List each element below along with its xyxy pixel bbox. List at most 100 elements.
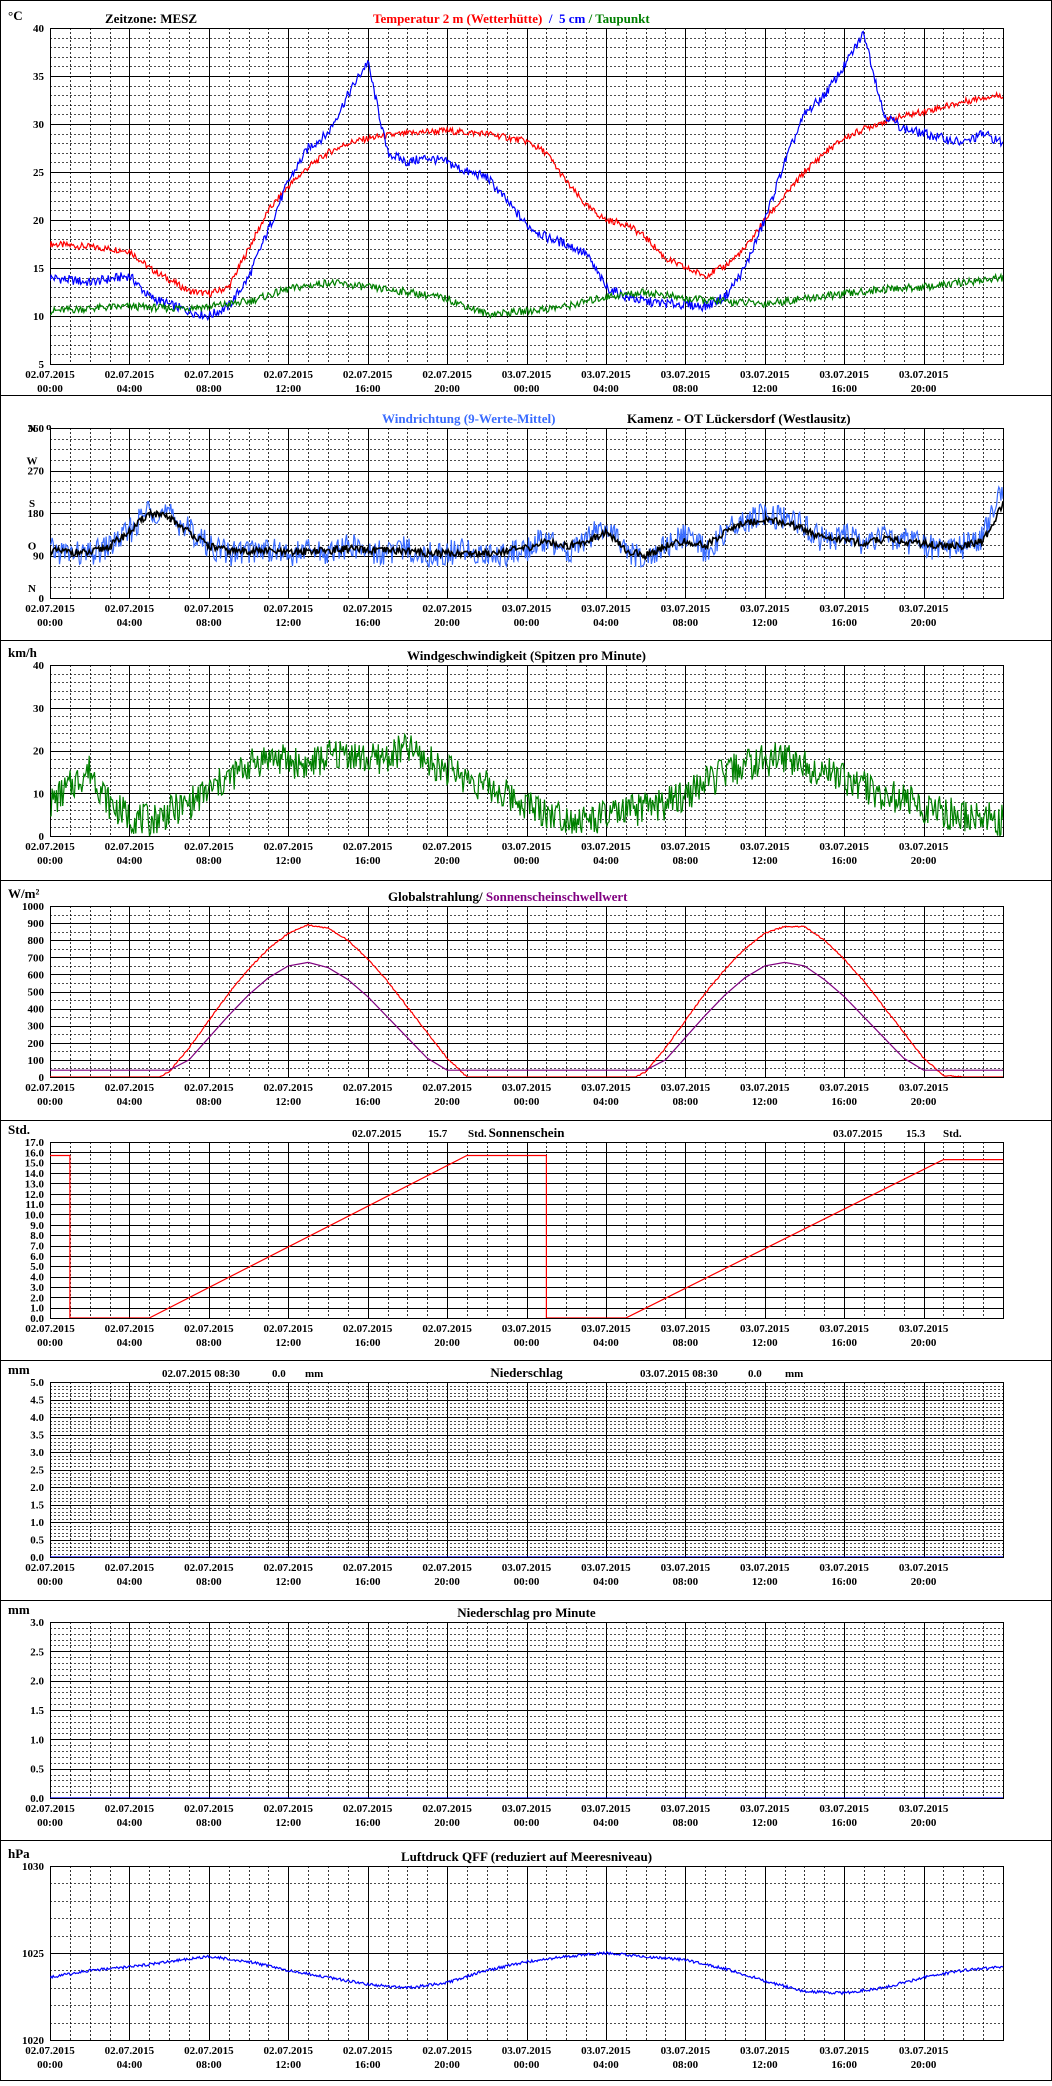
x-tick-date: 02.07.2015 xyxy=(25,369,75,381)
x-tick-date: 02.07.2015 xyxy=(25,1082,75,1094)
x-tick-time: 12:00 xyxy=(275,855,301,867)
title-part: / xyxy=(585,11,595,26)
x-tick-date: 03.07.2015 xyxy=(661,2045,711,2057)
annotation-unit: Std. xyxy=(943,1128,962,1140)
x-tick-date: 02.07.2015 xyxy=(343,1562,393,1574)
title-part: Temperatur 2 m (Wetterhütte) xyxy=(373,11,542,26)
x-tick-time: 20:00 xyxy=(434,383,460,395)
panel-precip_min: 0.0 0.5 1.0 1.5 2.0 2.5 3.0mm Niederschlag pro … xyxy=(0,1600,1052,1829)
title-part: (9-Werte-Mittel) xyxy=(461,411,556,426)
x-tick-date: 03.07.2015 xyxy=(581,1323,631,1335)
grid xyxy=(50,906,1003,1078)
compass-label: N xyxy=(28,583,36,595)
x-tick-time: 00:00 xyxy=(514,1817,540,1829)
y-tick-label: 40 xyxy=(33,660,45,672)
x-tick-time: 16:00 xyxy=(355,2059,381,2071)
annotation-unit: mm xyxy=(305,1368,323,1380)
x-tick-date: 02.07.2015 xyxy=(422,2045,472,2057)
series-line-temperature-1 xyxy=(50,30,1003,322)
x-tick-time: 08:00 xyxy=(196,1096,222,1108)
x-tick-time: 12:00 xyxy=(752,855,778,867)
x-tick-time: 08:00 xyxy=(672,383,698,395)
x-tick-date: 02.07.2015 xyxy=(184,2045,234,2057)
panel-precip: 0.00.51.01.52.02.53.03.54.04.55.0mm Niede… xyxy=(0,1360,1052,1588)
y-tick-label: 1.0 xyxy=(30,1734,44,1746)
x-tick-date: 02.07.2015 xyxy=(422,369,472,381)
y-tick-label: 360 xyxy=(28,423,45,435)
x-tick-time: 20:00 xyxy=(434,1096,460,1108)
x-tick-date: 03.07.2015 xyxy=(899,603,949,615)
plot-frame xyxy=(50,1866,1004,2041)
x-tick-time: 20:00 xyxy=(911,855,937,867)
x-tick-date: 03.07.2015 xyxy=(740,1082,790,1094)
x-tick-date: 03.07.2015 xyxy=(581,2045,631,2057)
x-tick-time: 20:00 xyxy=(911,383,937,395)
x-tick-time: 04:00 xyxy=(593,383,619,395)
x-tick-date: 03.07.2015 xyxy=(899,2045,949,2057)
x-tick-date: 02.07.2015 xyxy=(264,603,314,615)
y-tick-label: 3.0 xyxy=(30,1617,44,1629)
x-tick-date: 02.07.2015 xyxy=(25,1562,75,1574)
compass-label: S xyxy=(29,498,35,510)
y-tick-label: 400 xyxy=(28,1004,45,1016)
x-tick-time: 04:00 xyxy=(593,617,619,629)
x-tick-date: 03.07.2015 xyxy=(661,1082,711,1094)
chart-title: Windrichtung (9-Werte-Mittel) xyxy=(382,411,555,426)
y-tick-label: 12.0 xyxy=(25,1189,45,1201)
y-tick-label: 1.0 xyxy=(30,1517,44,1529)
y-tick-label: 90 xyxy=(33,551,45,563)
y-tick-label: 5 xyxy=(39,359,45,371)
y-axis-label: W/m² xyxy=(8,886,39,901)
y-tick-label: 1020 xyxy=(22,2035,45,2047)
y-tick-label: 15.0 xyxy=(25,1158,45,1170)
x-tick-time: 00:00 xyxy=(37,2059,63,2071)
x-tick-time: 04:00 xyxy=(117,383,143,395)
x-tick-date: 02.07.2015 xyxy=(105,1323,155,1335)
chart-title: Sonnenschein xyxy=(489,1125,566,1140)
x-tick-date: 03.07.2015 xyxy=(581,1803,631,1815)
x-tick-time: 16:00 xyxy=(831,383,857,395)
x-tick-time: 00:00 xyxy=(37,1576,63,1588)
y-tick-label: 8.0 xyxy=(30,1230,44,1242)
x-tick-date: 02.07.2015 xyxy=(264,369,314,381)
x-tick-date: 03.07.2015 xyxy=(899,1082,949,1094)
x-tick-date: 03.07.2015 xyxy=(740,841,790,853)
x-tick-time: 12:00 xyxy=(275,1096,301,1108)
x-tick-date: 02.07.2015 xyxy=(422,1562,472,1574)
y-tick-label: 0 xyxy=(39,1072,45,1084)
x-tick-date: 02.07.2015 xyxy=(264,1082,314,1094)
y-axis-label: mm xyxy=(8,1362,30,1377)
x-tick-time: 16:00 xyxy=(831,2059,857,2071)
y-tick-label: 13.0 xyxy=(25,1178,45,1190)
y-tick-label: 500 xyxy=(28,987,45,999)
x-tick-date: 02.07.2015 xyxy=(25,1323,75,1335)
y-tick-label: 1030 xyxy=(22,1861,45,1873)
x-tick-date: 02.07.2015 xyxy=(343,369,393,381)
annotation-value: 0.0 xyxy=(272,1368,286,1380)
y-tick-label: 4.0 xyxy=(30,1272,44,1284)
x-tick-date: 02.07.2015 xyxy=(422,1323,472,1335)
x-tick-time: 08:00 xyxy=(672,2059,698,2071)
annotation-unit: mm xyxy=(785,1368,803,1380)
x-tick-time: 12:00 xyxy=(752,1337,778,1349)
x-tick-time: 08:00 xyxy=(672,1817,698,1829)
x-tick-date: 02.07.2015 xyxy=(343,1323,393,1335)
x-tick-time: 20:00 xyxy=(911,1576,937,1588)
x-tick-date: 03.07.2015 xyxy=(661,841,711,853)
x-tick-date: 03.07.2015 xyxy=(740,603,790,615)
y-tick-label: 4.0 xyxy=(30,1412,44,1424)
x-tick-time: 12:00 xyxy=(275,2059,301,2071)
x-tick-date: 02.07.2015 xyxy=(343,1082,393,1094)
grid xyxy=(50,1622,1003,1799)
y-tick-label: 2.0 xyxy=(30,1482,44,1494)
annotation-date: 03.07.2015 xyxy=(833,1128,883,1140)
x-tick-date: 03.07.2015 xyxy=(740,2045,790,2057)
y-tick-label: 7.0 xyxy=(30,1241,44,1253)
x-tick-date: 03.07.2015 xyxy=(581,841,631,853)
x-tick-date: 02.07.2015 xyxy=(343,603,393,615)
x-tick-date: 03.07.2015 xyxy=(899,369,949,381)
x-tick-time: 00:00 xyxy=(37,617,63,629)
annotation-value: 0.0 xyxy=(748,1368,762,1380)
